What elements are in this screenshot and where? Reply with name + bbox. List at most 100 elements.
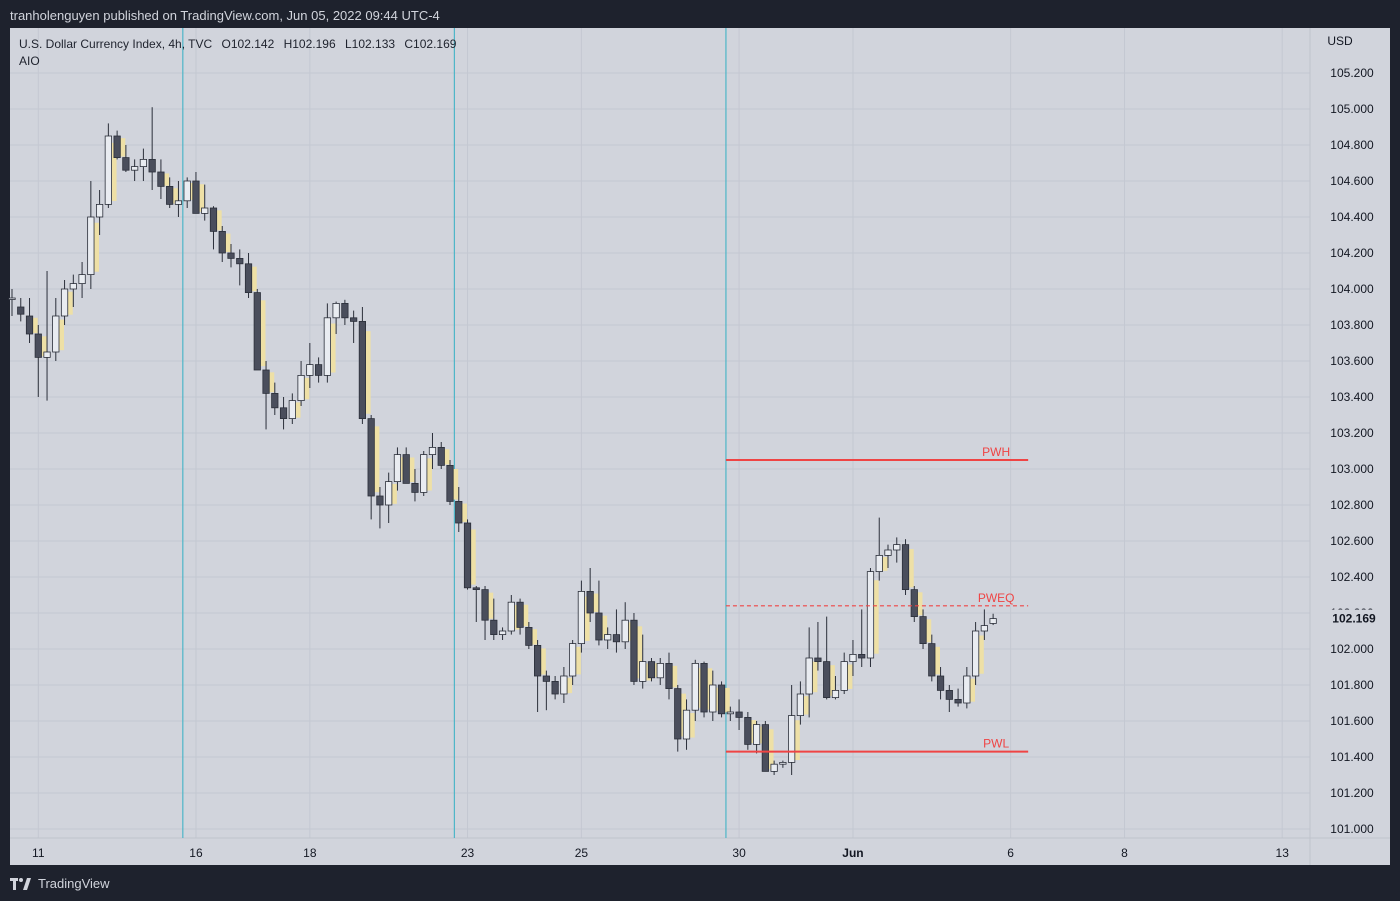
candle-body[interactable] (753, 724, 761, 745)
candle-body[interactable] (665, 663, 673, 690)
candle-body[interactable] (367, 418, 375, 497)
candle-body[interactable] (183, 180, 191, 202)
candle-body[interactable] (174, 200, 183, 205)
candle-body[interactable] (402, 454, 410, 484)
candle-body[interactable] (761, 724, 769, 772)
candle-body[interactable] (551, 681, 559, 695)
candle-body[interactable] (542, 675, 550, 682)
candle-body[interactable] (209, 207, 218, 232)
candle-body[interactable] (735, 711, 743, 718)
candle-body[interactable] (875, 555, 883, 573)
candle-body[interactable] (980, 625, 988, 632)
chart-frame[interactable] (10, 28, 1390, 865)
candle-body[interactable] (919, 616, 927, 644)
candle-body[interactable] (744, 717, 752, 745)
candle-body[interactable] (376, 495, 384, 506)
candle-body[interactable] (893, 544, 901, 551)
candle-body[interactable] (700, 663, 708, 713)
candle-body[interactable] (472, 587, 480, 590)
candle-body[interactable] (323, 317, 331, 376)
candle-body[interactable] (516, 601, 524, 628)
candle-body[interactable] (350, 317, 358, 322)
candle-body[interactable] (60, 288, 69, 317)
candle-body[interactable] (87, 216, 95, 275)
candle-body[interactable] (271, 392, 279, 409)
candle-body[interactable] (612, 634, 621, 643)
candle-body[interactable] (770, 763, 778, 772)
candle-body[interactable] (122, 157, 130, 171)
candle-body[interactable] (901, 544, 910, 590)
candle-body[interactable] (647, 661, 656, 679)
candle-body[interactable] (455, 500, 463, 524)
candle-body[interactable] (166, 185, 174, 205)
candle-body[interactable] (884, 549, 892, 556)
candle-body[interactable] (796, 693, 805, 717)
candle-body[interactable] (131, 166, 139, 171)
candle-body[interactable] (910, 589, 918, 617)
candle-body[interactable] (52, 315, 60, 353)
candle-body[interactable] (411, 482, 419, 493)
candle-body[interactable] (262, 369, 270, 394)
candle-body[interactable] (682, 709, 691, 740)
candle-body[interactable] (385, 481, 393, 506)
candle-body[interactable] (866, 571, 875, 659)
candle-body[interactable] (674, 688, 682, 740)
candle-body[interactable] (69, 283, 77, 290)
candle-body[interactable] (96, 203, 104, 218)
candle-body[interactable] (34, 333, 42, 358)
candle-body[interactable] (586, 591, 594, 614)
candle-body[interactable] (945, 690, 953, 700)
candle-body[interactable] (963, 675, 971, 704)
candle-body[interactable] (858, 654, 866, 659)
candle-body[interactable] (831, 690, 840, 699)
candle-body[interactable] (779, 762, 787, 765)
candle-body[interactable] (236, 257, 244, 265)
candle-body[interactable] (288, 400, 296, 420)
candle-body[interactable] (314, 364, 323, 376)
candle-body[interactable] (490, 619, 498, 636)
candle-body[interactable] (639, 661, 647, 682)
candle-body[interactable] (192, 180, 200, 214)
candle-body[interactable] (437, 446, 445, 466)
candle-body[interactable] (201, 207, 209, 214)
candle-body[interactable] (332, 302, 340, 319)
candle-body[interactable] (691, 663, 699, 711)
candle-body[interactable] (849, 654, 857, 663)
candle-body[interactable] (139, 158, 147, 167)
candle-body[interactable] (341, 302, 349, 319)
candle-body[interactable] (25, 315, 34, 335)
candle-body[interactable] (954, 699, 962, 704)
legend-indicator[interactable]: AIO (19, 54, 40, 68)
candle-body[interactable] (788, 715, 796, 763)
candle-body[interactable] (656, 663, 664, 679)
candle-body[interactable] (78, 274, 86, 285)
candle-body[interactable] (726, 711, 734, 715)
candle-body[interactable] (577, 591, 586, 645)
candle-body[interactable] (481, 589, 489, 621)
legend-symbol[interactable]: U.S. Dollar Currency Index, 4h, TVC (19, 37, 213, 51)
candle-body[interactable] (148, 158, 156, 173)
candle-body[interactable] (253, 292, 261, 371)
candle-body[interactable] (630, 619, 638, 682)
candle-body[interactable] (709, 684, 717, 713)
candle-body[interactable] (104, 135, 112, 205)
candle-body[interactable] (498, 630, 507, 635)
candle-body[interactable] (8, 297, 16, 300)
candle-body[interactable] (814, 657, 822, 662)
candle-body[interactable] (463, 522, 472, 589)
candle-body[interactable] (534, 645, 542, 677)
candle-body[interactable] (717, 684, 726, 715)
candle-body[interactable] (428, 446, 437, 455)
candle-body[interactable] (393, 454, 402, 483)
candle-body[interactable] (989, 618, 997, 624)
candle-body[interactable] (972, 630, 980, 677)
candle-body[interactable] (358, 320, 367, 419)
candle-body[interactable] (604, 634, 612, 641)
candle-body[interactable] (840, 661, 848, 691)
candle-body[interactable] (560, 675, 568, 695)
candle-body[interactable] (569, 643, 577, 677)
candle-body[interactable] (157, 171, 165, 187)
candle-body[interactable] (113, 135, 121, 159)
candle-body[interactable] (595, 612, 603, 641)
